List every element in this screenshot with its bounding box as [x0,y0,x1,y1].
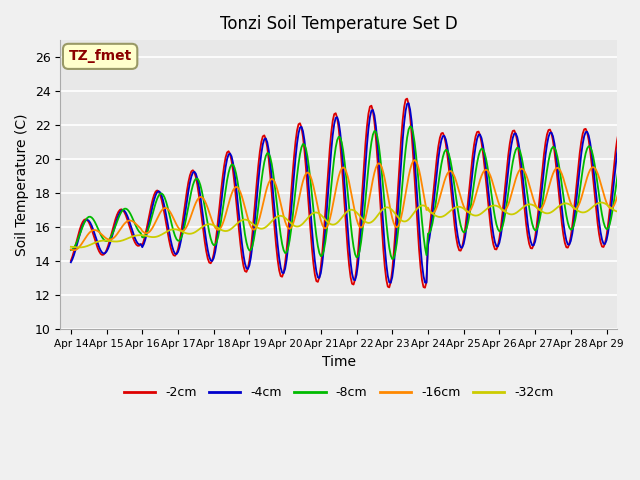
Text: TZ_fmet: TZ_fmet [68,49,132,63]
Legend: -2cm, -4cm, -8cm, -16cm, -32cm: -2cm, -4cm, -8cm, -16cm, -32cm [119,381,559,404]
Y-axis label: Soil Temperature (C): Soil Temperature (C) [15,113,29,256]
Title: Tonzi Soil Temperature Set D: Tonzi Soil Temperature Set D [220,15,458,33]
X-axis label: Time: Time [322,355,356,369]
